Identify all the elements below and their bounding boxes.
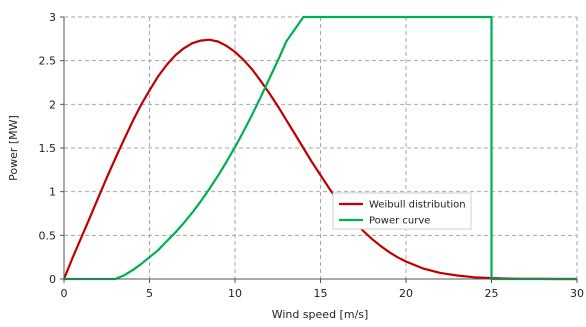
axes [60,16,578,283]
y-tick-label: 3 [49,11,56,24]
legend: Weibull distribution Power curve [332,192,472,230]
x-tick-label: 15 [314,287,328,300]
x-tick-label: 5 [146,287,153,300]
x-tick-label: 20 [399,287,413,300]
power-curve-line [64,15,577,281]
weibull-distribution-line [62,38,577,281]
x-axis-title: Wind speed [m/s] [272,308,369,321]
y-axis-title: Power [MW] [7,115,20,181]
x-tick-label: 0 [61,287,68,300]
tick-labels: 0 5 10 15 20 25 30 0 0.5 1 1.5 2 2.5 3 [39,11,585,300]
legend-label-weibull-distribution: Weibull distribution [369,200,466,211]
x-tick-label: 10 [228,287,242,300]
legend-box [332,192,472,230]
y-tick-label: 1.5 [39,142,57,155]
x-tick-label: 30 [570,287,584,300]
y-tick-label: 2 [49,98,56,111]
series-layer [62,15,577,281]
y-tick-label: 2.5 [39,55,57,68]
y-tick-label: 0 [49,273,56,286]
y-tick-label: 1 [49,186,56,199]
x-tick-label: 25 [485,287,499,300]
y-tick-label: 0.5 [39,229,57,242]
legend-label-power-curve: Power curve [369,216,430,227]
